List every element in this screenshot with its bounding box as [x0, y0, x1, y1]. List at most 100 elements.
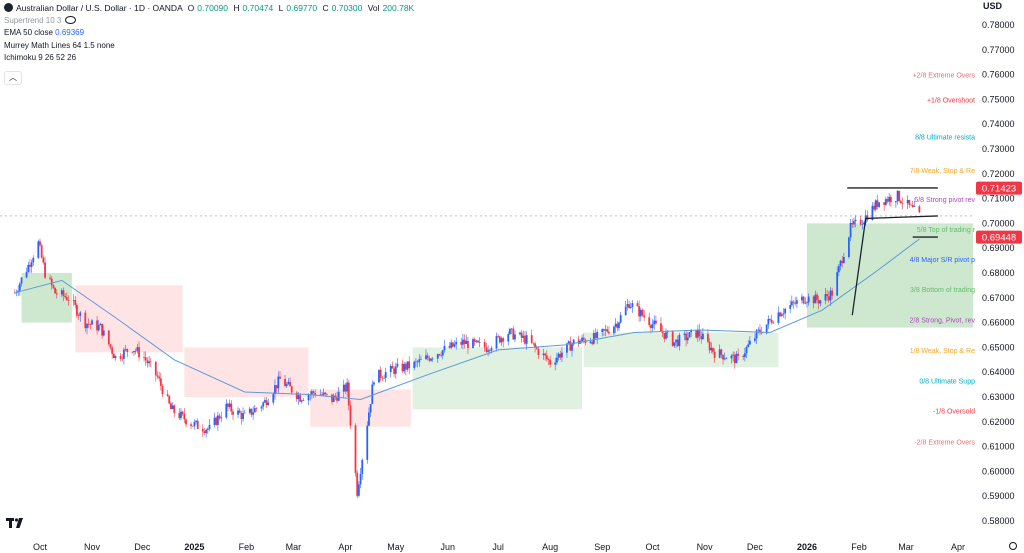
candle-body: [653, 320, 656, 325]
candle-body: [836, 272, 839, 296]
candle-body: [537, 348, 540, 356]
candle-body: [32, 257, 35, 263]
candle-body: [193, 422, 196, 427]
candle-body: [393, 368, 396, 374]
candle-body: [592, 333, 595, 344]
candles-layer: [13, 189, 921, 499]
high-value: 0.70474: [242, 3, 274, 13]
candle-body: [626, 304, 629, 307]
indicator-supertrend[interactable]: Supertrend 10 3: [4, 15, 414, 28]
candle-body: [732, 354, 735, 356]
candle-body: [913, 206, 916, 208]
candle-body: [866, 215, 869, 220]
candle-body: [453, 344, 456, 347]
candle-body: [52, 285, 55, 288]
candle-body: [275, 385, 278, 389]
candle-body: [396, 363, 399, 367]
low-value: 0.69770: [286, 3, 318, 13]
candle-body: [555, 357, 558, 363]
time-tick-label: Oct: [33, 542, 48, 552]
candle-body: [25, 271, 28, 278]
candle-body: [136, 347, 139, 351]
time-tick-label: 2025: [184, 542, 204, 552]
price-markers: 0.71423 0.69448: [976, 181, 1022, 244]
candle-body: [789, 305, 792, 309]
candle-body: [287, 381, 290, 384]
candle-body: [767, 318, 770, 325]
trendline[interactable]: [865, 215, 938, 220]
gear-icon[interactable]: [1009, 542, 1017, 550]
candle-body: [757, 329, 760, 331]
candle-body: [206, 428, 209, 430]
hidden-eye-icon[interactable]: [65, 16, 77, 25]
candle-body: [896, 190, 899, 202]
indicator-murrey[interactable]: Murrey Math Lines 64 1.5 none: [4, 40, 414, 53]
candle-body: [290, 386, 293, 393]
candle-body: [354, 425, 357, 473]
candle-body: [707, 333, 709, 342]
candle-body: [173, 405, 176, 413]
candle-body: [723, 358, 726, 360]
candle-body: [124, 348, 127, 350]
time-tick-label: Mar: [286, 542, 302, 552]
candle-body: [544, 353, 547, 356]
candle-body: [782, 313, 785, 315]
candle-body: [629, 306, 632, 309]
candle-body: [507, 334, 510, 342]
candle-body: [737, 353, 740, 356]
candle-body: [463, 339, 466, 344]
candle-body: [557, 353, 560, 358]
candle-body: [900, 201, 902, 204]
candle-body: [332, 395, 335, 402]
candle-body: [322, 392, 325, 396]
candle-body: [413, 361, 416, 369]
candle-body: [265, 400, 268, 406]
candle-body: [876, 200, 879, 207]
candle-body: [559, 353, 562, 358]
candle-body: [248, 408, 251, 413]
candle-body: [366, 425, 369, 460]
candle-body: [408, 361, 411, 369]
candle-body: [475, 340, 478, 342]
candle-body: [582, 337, 585, 340]
indicator-ichimoku[interactable]: Ichimoku 9 26 52 26: [4, 52, 414, 65]
kumo-segment: [184, 347, 309, 397]
candle-body: [213, 417, 216, 425]
chevron-up-icon[interactable]: ︿: [4, 71, 22, 85]
murrey-label: 4/8 Major S/R pivot p: [910, 257, 975, 264]
candle-body: [545, 355, 548, 360]
candle-body: [319, 394, 322, 396]
candle-body: [119, 355, 122, 359]
candle-body: [839, 260, 842, 267]
candle-body: [485, 347, 488, 352]
candle-body: [39, 241, 41, 246]
trendline[interactable]: [851, 218, 867, 316]
candle-body: [831, 290, 834, 296]
time-axis: Oct Nov Dec 2025 Feb Mar Apr May Jun Jul Aug Sep Oct…: [33, 542, 1017, 552]
candle-body: [614, 323, 617, 327]
candle-body: [262, 402, 265, 407]
indicator-ema[interactable]: EMA 50 close 0.69369: [4, 27, 414, 40]
candle-body: [255, 408, 258, 409]
candle-body: [289, 381, 291, 387]
price-tick-label: 0.70000: [982, 218, 1015, 228]
indicator-value: 0.69369: [55, 28, 85, 37]
candle-body: [624, 306, 627, 316]
candle-body: [342, 384, 345, 392]
candle-body: [819, 300, 822, 304]
symbol-row[interactable]: Australian Dollar / U.S. Dollar · 1D · O…: [4, 2, 414, 15]
indicator-name: EMA 50 close: [4, 28, 53, 37]
candle-body: [594, 333, 597, 339]
candle-body: [801, 296, 803, 301]
candle-body: [107, 330, 110, 345]
candle-body: [462, 339, 464, 345]
candle-body: [156, 375, 159, 377]
candle-body: [675, 339, 677, 343]
candle-body: [817, 299, 820, 304]
candle-body: [227, 403, 229, 407]
candle-body: [438, 354, 441, 356]
candle-body: [295, 392, 298, 400]
candle-body: [143, 357, 145, 358]
candle-body: [606, 329, 609, 332]
